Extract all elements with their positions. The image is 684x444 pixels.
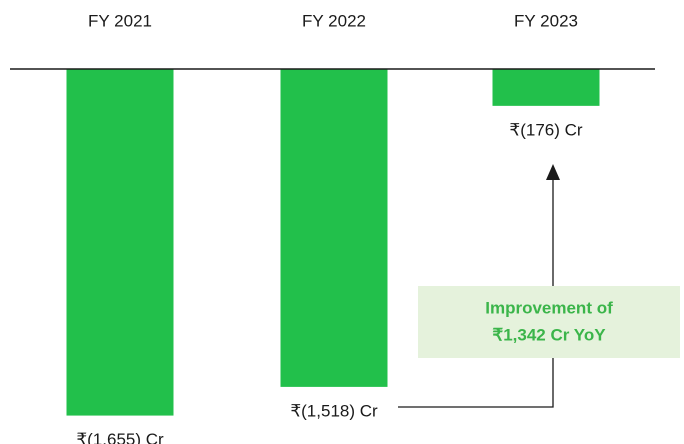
arrow-head (546, 164, 560, 180)
value-label: ₹(176) Cr (509, 120, 583, 139)
bar (280, 69, 388, 387)
annotation-box (418, 286, 680, 358)
value-label: ₹(1,655) Cr (76, 430, 164, 444)
connector (398, 358, 554, 408)
category-label: FY 2023 (514, 11, 578, 30)
annotation-text: ₹1,342 Cr YoY (492, 325, 606, 344)
annotation-text: Improvement of (485, 298, 613, 317)
bar (66, 69, 174, 416)
category-label: FY 2022 (302, 11, 366, 30)
value-label: ₹(1,518) Cr (290, 401, 378, 420)
category-label: FY 2021 (88, 11, 152, 30)
bar (492, 69, 600, 106)
